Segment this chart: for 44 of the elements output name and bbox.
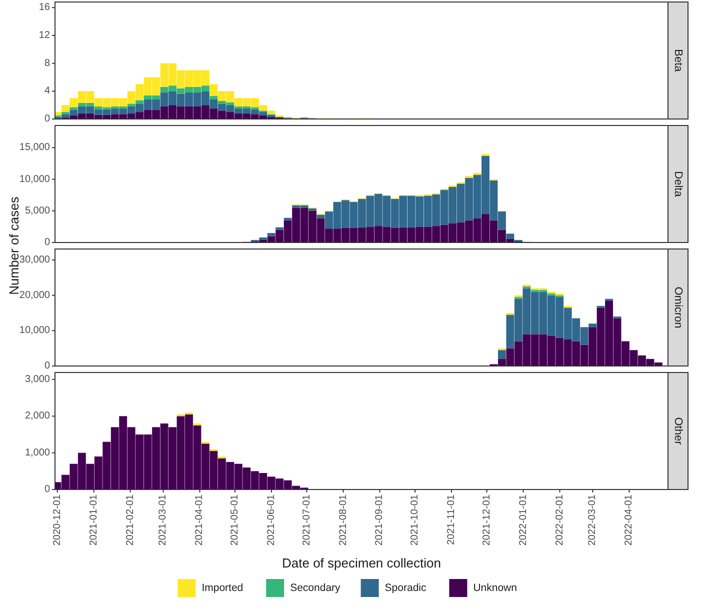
x-tick-label: 2021-11-01 [446,494,458,545]
y-tick-label: 10,000 [19,325,50,336]
x-axis-title: Date of specimen collection [282,556,441,570]
x-tick-label: 2022-01-01 [518,494,529,546]
y-tick-label: 20,000 [19,290,50,301]
text: Beta [672,49,684,73]
y-tick-label: 1,000 [24,447,50,458]
x-tick-label: 2021-01-01 [88,494,100,546]
x-tick-label: 2021-08-01 [338,494,349,546]
y-tick-label: 3,000 [24,374,50,385]
y-tick-label: 0 [44,114,50,124]
x-tick-label: 2022-04-01 [624,494,635,546]
x-tick-label: 2022-02-01 [554,494,566,546]
x-tick-label: 2021-02-01 [124,494,136,546]
x-tick-label: 2021-12-01 [481,494,492,546]
x-tick-label: 2020-12-01 [52,494,63,546]
y-axis-title: Number of cases [6,196,22,295]
y-tick-label: 10,000 [19,174,50,185]
y-tick-label: 12 [38,30,50,41]
y-tick-label: 4 [44,86,50,97]
text: Other [672,417,684,446]
x-tick-label: 2021-09-01 [374,494,386,546]
x-tick-label: 2022-03-01 [587,494,598,546]
text: Omicron [672,286,684,328]
y-tick-label: 16 [38,2,50,14]
legend-label: Sporadic [384,582,426,594]
legend-label: Imported [202,582,244,594]
x-tick-label: 2021-05-01 [230,494,241,546]
text: Delta [672,171,684,198]
y-tick-label: 0 [44,237,50,248]
y-tick-label: 0 [44,484,50,495]
y-tick-label: 0 [44,360,50,372]
y-tick-label: 30,000 [19,254,50,266]
x-tick-label: 2021-07-01 [301,494,312,546]
x-tick-label: 2021-04-01 [194,494,206,546]
y-tick-label: 5,000 [24,205,50,216]
y-tick-label: 8 [44,58,50,69]
x-tick-label: 2021-06-01 [266,494,277,546]
x-tick-label: 2021-03-01 [158,494,169,546]
y-tick-label: 15,000 [19,142,50,154]
legend-label: Secondary [290,582,342,594]
legend-label: Unknown [473,582,518,594]
y-tick-label: 2,000 [24,410,50,422]
x-tick-label: 2021-10-01 [410,494,421,546]
